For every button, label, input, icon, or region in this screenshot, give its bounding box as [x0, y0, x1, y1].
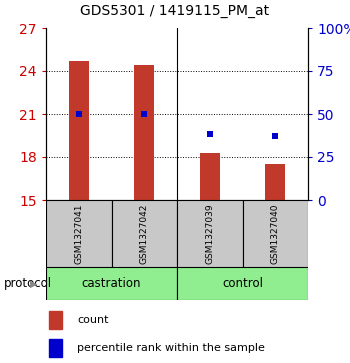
Text: GSM1327042: GSM1327042	[140, 203, 149, 264]
Text: GSM1327039: GSM1327039	[205, 203, 214, 264]
Text: control: control	[222, 277, 263, 290]
Bar	[200, 153, 219, 200]
Bar	[112, 200, 177, 267]
Text: GDS5301 / 1419115_PM_at: GDS5301 / 1419115_PM_at	[80, 4, 270, 18]
Bar	[46, 200, 112, 267]
Text: castration: castration	[82, 277, 141, 290]
Text: GSM1327040: GSM1327040	[271, 203, 280, 264]
Bar	[243, 200, 308, 267]
Bar	[46, 267, 177, 300]
Bar	[265, 164, 285, 200]
Bar	[49, 339, 62, 357]
Text: count: count	[77, 315, 109, 325]
Text: ▶: ▶	[30, 278, 38, 289]
Bar	[49, 311, 62, 329]
Bar	[134, 65, 154, 200]
Bar	[177, 200, 243, 267]
Text: protocol: protocol	[4, 277, 52, 290]
Bar	[69, 61, 89, 200]
Text: GSM1327041: GSM1327041	[74, 203, 83, 264]
Text: percentile rank within the sample: percentile rank within the sample	[77, 343, 265, 353]
Bar	[177, 267, 308, 300]
